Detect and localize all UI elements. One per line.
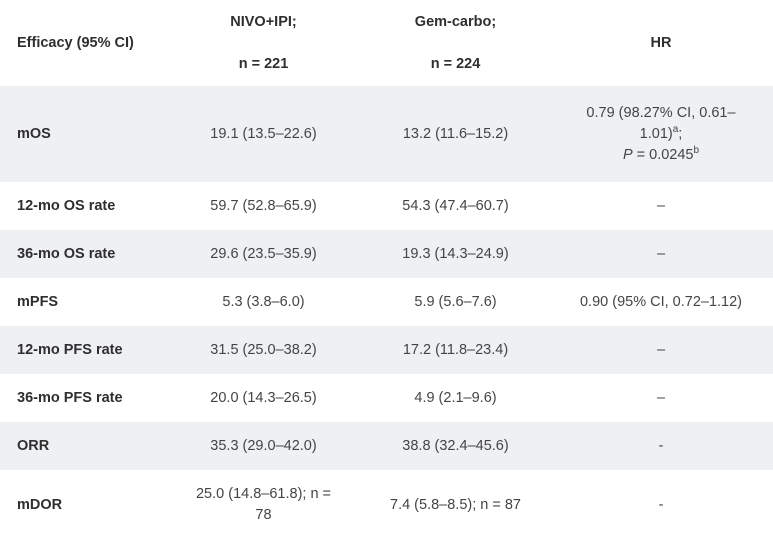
row-label: mOS <box>17 125 51 142</box>
cell-nivo: 31.5 (25.0–38.2) <box>210 341 317 358</box>
cell-nivo: 25.0 (14.8–61.8); n = 78 <box>165 470 362 540</box>
cell-gem: 54.3 (47.4–60.7) <box>402 197 509 214</box>
table-row: 12-mo PFS rate 31.5 (25.0–38.2) 17.2 (11… <box>0 326 773 374</box>
table-row: mPFS 5.3 (3.8–6.0) 5.9 (5.6–7.6) 0.90 (9… <box>0 278 773 326</box>
row-label: mDOR <box>17 496 63 513</box>
row-label: 36-mo OS rate <box>17 245 116 262</box>
footnote-a: a <box>672 123 679 135</box>
row-label: 36-mo PFS rate <box>17 389 123 406</box>
cell-gem: 7.4 (5.8–8.5); n = 87 <box>390 496 521 513</box>
hr-line1: 0.79 (98.27% CI, 0.61– <box>586 104 736 121</box>
cell-nivo: 5.3 (3.8–6.0) <box>222 293 305 310</box>
cell-nivo: 19.1 (13.5–22.6) <box>210 125 317 142</box>
nivo-line2: 78 <box>255 507 272 523</box>
cell-hr: – <box>656 389 666 406</box>
cell-hr: – <box>656 245 666 262</box>
row-label: mPFS <box>17 293 59 310</box>
cell-nivo: 20.0 (14.3–26.5) <box>210 389 317 406</box>
cell-gem: 4.9 (2.1–9.6) <box>414 389 497 406</box>
table-row: mDOR 25.0 (14.8–61.8); n = 78 7.4 (5.8–8… <box>0 470 773 540</box>
footnote-b: b <box>693 144 700 156</box>
row-label: 12-mo PFS rate <box>17 341 123 358</box>
cell-hr: 0.90 (95% CI, 0.72–1.12) <box>579 293 743 310</box>
cell-nivo: 35.3 (29.0–42.0) <box>210 437 317 454</box>
header-gem-carbo-name: Gem-carbo; <box>414 13 497 30</box>
table-header-row: Efficacy (95% CI) NIVO+IPI; n = 221 Gem-… <box>0 0 773 86</box>
hr-semicolon: ; <box>678 125 683 142</box>
cell-nivo: 29.6 (23.5–35.9) <box>210 245 317 262</box>
header-gem-carbo: Gem-carbo; n = 224 <box>362 0 549 86</box>
table-row: 36-mo PFS rate 20.0 (14.3–26.5) 4.9 (2.1… <box>0 374 773 422</box>
cell-hr: – <box>656 197 666 214</box>
cell-nivo: 59.7 (52.8–65.9) <box>210 197 317 214</box>
p-value: = 0.0245 <box>632 146 694 163</box>
cell-gem: 13.2 (11.6–15.2) <box>402 125 509 142</box>
header-nivo-ipi: NIVO+IPI; n = 221 <box>165 0 362 86</box>
header-efficacy: Efficacy (95% CI) <box>17 34 134 51</box>
cell-gem: 17.2 (11.8–23.4) <box>402 341 509 358</box>
table-row: 12-mo OS rate 59.7 (52.8–65.9) 54.3 (47.… <box>0 182 773 230</box>
p-symbol: P <box>622 146 633 163</box>
cell-hr: - <box>658 496 664 513</box>
cell-gem: 38.8 (32.4–45.6) <box>402 437 509 454</box>
table-row: ORR 35.3 (29.0–42.0) 38.8 (32.4–45.6) - <box>0 422 773 470</box>
row-label: 12-mo OS rate <box>17 197 116 214</box>
table-row: 36-mo OS rate 29.6 (23.5–35.9) 19.3 (14.… <box>0 230 773 278</box>
hr-line2: 1.01) <box>639 125 673 142</box>
header-nivo-ipi-n: n = 221 <box>238 55 289 72</box>
cell-hr: – <box>656 341 666 358</box>
cell-gem: 19.3 (14.3–24.9) <box>402 245 509 262</box>
nivo-line1: 25.0 (14.8–61.8); n = <box>195 486 332 502</box>
header-nivo-ipi-name: NIVO+IPI; <box>230 13 297 30</box>
header-gem-carbo-n: n = 224 <box>430 55 481 72</box>
cell-gem: 5.9 (5.6–7.6) <box>414 293 497 310</box>
cell-hr: - <box>658 437 664 454</box>
row-label: ORR <box>17 437 50 454</box>
header-hr: HR <box>650 34 672 51</box>
cell-hr: 0.79 (98.27% CI, 0.61– 1.01)a; P = 0.024… <box>549 86 773 182</box>
table-row: mOS 19.1 (13.5–22.6) 13.2 (11.6–15.2) 0.… <box>0 86 773 182</box>
